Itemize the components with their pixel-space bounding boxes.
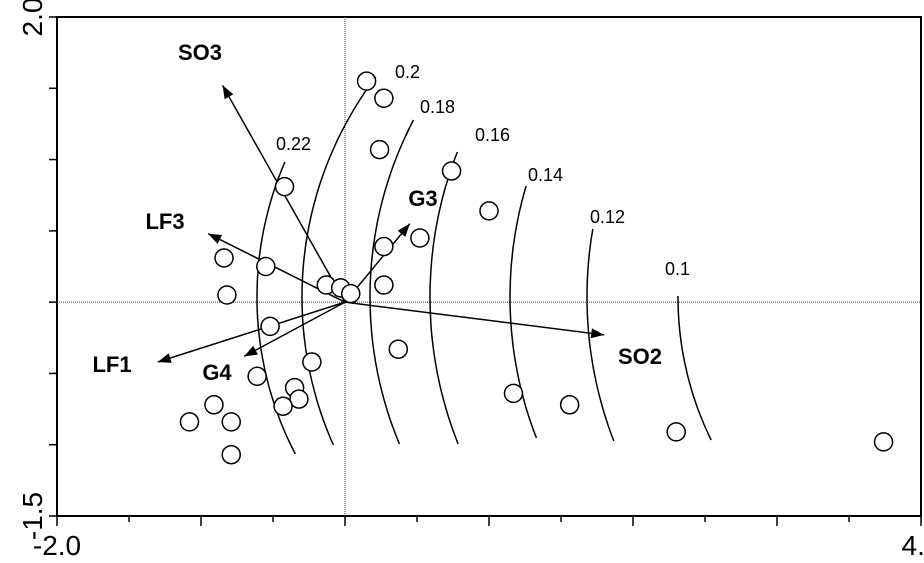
x-tick-label: 4.0 [902, 530, 924, 561]
contour-line [301, 76, 377, 446]
vector-label: G4 [202, 360, 232, 385]
data-point [441, 161, 462, 181]
data-point [388, 339, 409, 359]
vector-label: G3 [408, 186, 437, 211]
y-tick-label: -1.5 [17, 492, 48, 540]
data-point [289, 389, 309, 409]
contour-line [677, 296, 712, 441]
contour-line [429, 151, 459, 445]
vector-arrowhead [590, 328, 605, 339]
y-tick-label: 2.0 [17, 0, 48, 36]
vector-label: LF3 [145, 209, 184, 234]
vector-arrowhead [157, 353, 172, 363]
data-point [369, 139, 390, 160]
contour-label: 0.12 [590, 207, 625, 227]
vector-line [344, 301, 605, 336]
data-point [247, 366, 267, 387]
data-point [274, 176, 295, 197]
x-tick-label: -2.0 [33, 530, 81, 561]
data-point [666, 422, 686, 442]
vector-line [243, 301, 346, 357]
contour-label: 0.14 [528, 165, 563, 185]
vector-label: LF1 [92, 352, 131, 377]
vector-arrowhead [208, 233, 223, 244]
contour-label: 0.18 [420, 97, 455, 117]
data-point [356, 71, 377, 91]
data-point [374, 275, 394, 295]
data-point [374, 88, 394, 109]
data-point [273, 396, 293, 416]
contour-line [369, 119, 415, 445]
axis-ticks [49, 16, 922, 526]
data-point [221, 444, 241, 465]
data-point [503, 383, 524, 404]
contour-lines: 0.22 0.20.18 0.16 0.14 0.12 0.1 [256, 62, 712, 455]
data-point [341, 283, 361, 304]
vector-arrowhead [222, 85, 234, 100]
axis-tick-labels: -2.0 4.0 2.0 -1.5 [17, 0, 924, 561]
vector-line [157, 301, 346, 363]
vector-arrowhead [244, 345, 259, 357]
data-points [179, 71, 894, 465]
data-point [260, 316, 280, 337]
contour-label: 0.2 [395, 62, 420, 82]
data-point [873, 432, 894, 452]
data-point [559, 395, 580, 415]
data-point [256, 256, 276, 277]
data-point [204, 395, 224, 415]
vector-arrowhead [397, 223, 410, 237]
vector-label: SO3 [178, 40, 222, 65]
contour-line [586, 228, 615, 442]
contour-label: 0.22 [276, 134, 311, 154]
data-point [214, 248, 234, 268]
data-point [217, 285, 237, 305]
data-point [179, 412, 200, 432]
data-point [479, 201, 499, 221]
data-point [374, 236, 394, 257]
vector-label: SO2 [618, 344, 662, 369]
data-point [221, 412, 241, 432]
data-point [302, 352, 322, 372]
plot-frame [56, 16, 922, 517]
data-point [410, 228, 430, 248]
contour-label: 0.1 [665, 259, 690, 279]
contour-label: 0.16 [475, 125, 510, 145]
reference-lines [57, 17, 921, 516]
